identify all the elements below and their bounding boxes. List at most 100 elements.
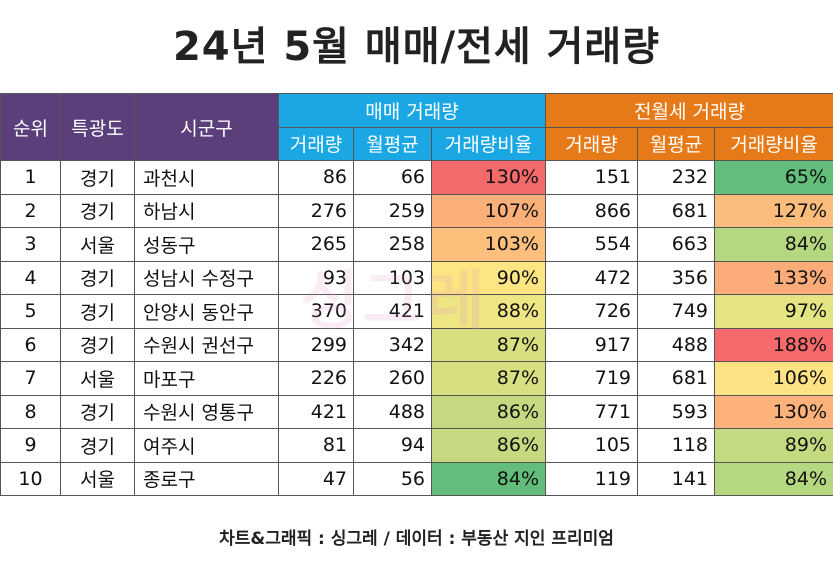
sale-volume-cell: 370	[278, 294, 354, 329]
rent-average-cell: 118	[637, 428, 715, 463]
rent-volume-cell: 771	[545, 394, 638, 429]
rent-average-cell: 749	[637, 294, 715, 329]
sale-volume-cell: 81	[278, 428, 354, 463]
rent-ratio-cell: 84%	[713, 461, 833, 496]
sale-volume-cell: 421	[278, 394, 354, 429]
sale-volume-cell: 93	[278, 260, 354, 295]
sale-volume-cell: 86	[278, 160, 354, 195]
rent-average-cell: 663	[637, 227, 715, 262]
district-cell: 여주시	[134, 428, 279, 463]
header-region: 특광도	[60, 93, 135, 161]
rent-ratio-cell: 84%	[713, 227, 833, 262]
rent-ratio-cell: 188%	[713, 327, 833, 362]
sale-average-cell: 421	[353, 294, 432, 329]
table-row: 8 경기 수원시 영통구 421 488 86% 771 593 130%	[0, 394, 833, 429]
rent-volume-cell: 105	[545, 428, 638, 463]
district-cell: 종로구	[134, 461, 279, 496]
sale-average-cell: 56	[353, 461, 432, 496]
region-cell: 경기	[60, 428, 135, 463]
page-title: 24년 5월 매매/전세 거래량	[172, 24, 661, 70]
rent-ratio-cell: 106%	[713, 361, 833, 396]
district-cell: 성남시 수정구	[134, 260, 279, 295]
header-sale-ratio: 거래량비율	[431, 126, 546, 161]
header-rent-volume: 거래량	[545, 126, 638, 161]
rent-average-cell: 356	[637, 260, 715, 295]
rent-volume-cell: 726	[545, 294, 638, 329]
rent-volume-cell: 119	[545, 461, 638, 496]
rent-volume-cell: 554	[545, 227, 638, 262]
rent-volume-cell: 151	[545, 160, 638, 195]
rank-cell: 6	[0, 327, 61, 362]
rent-volume-cell: 719	[545, 361, 638, 396]
sale-ratio-cell: 88%	[431, 294, 546, 329]
region-cell: 경기	[60, 260, 135, 295]
sale-volume-cell: 265	[278, 227, 354, 262]
rent-average-cell: 488	[637, 327, 715, 362]
rent-average-cell: 141	[637, 461, 715, 496]
region-cell: 서울	[60, 361, 135, 396]
rent-volume-cell: 917	[545, 327, 638, 362]
sale-ratio-cell: 87%	[431, 327, 546, 362]
rent-average-cell: 681	[637, 361, 715, 396]
region-cell: 서울	[60, 461, 135, 496]
rank-cell: 1	[0, 160, 61, 195]
table-row: 5 경기 안양시 동안구 370 421 88% 726 749 97%	[0, 294, 833, 329]
sale-ratio-cell: 87%	[431, 361, 546, 396]
header-rent-average: 월평균	[637, 126, 715, 161]
rent-ratio-cell: 133%	[713, 260, 833, 295]
table-row: 6 경기 수원시 권선구 299 342 87% 917 488 188%	[0, 327, 833, 362]
sale-average-cell: 103	[353, 260, 432, 295]
header-sale-average: 월평균	[353, 126, 432, 161]
table-row: 3 서울 성동구 265 258 103% 554 663 84%	[0, 227, 833, 262]
region-cell: 경기	[60, 160, 135, 195]
table-row: 4 경기 성남시 수정구 93 103 90% 472 356 133%	[0, 260, 833, 295]
table-row: 9 경기 여주시 81 94 86% 105 118 89%	[0, 428, 833, 463]
source-credit: 차트&그래픽 : 싱그레 / 데이터 : 부동산 지인 프리미엄	[219, 529, 614, 549]
header-rank: 순위	[0, 93, 61, 161]
sale-average-cell: 259	[353, 193, 432, 228]
header-district: 시군구	[134, 93, 279, 161]
sale-average-cell: 342	[353, 327, 432, 362]
sale-ratio-cell: 130%	[431, 160, 546, 195]
region-cell: 경기	[60, 294, 135, 329]
header-rent-ratio: 거래량비율	[713, 126, 833, 161]
rent-ratio-cell: 89%	[713, 428, 833, 463]
table-row: 7 서울 마포구 226 260 87% 719 681 106%	[0, 361, 833, 396]
rent-volume-cell: 866	[545, 193, 638, 228]
rent-average-cell: 232	[637, 160, 715, 195]
rank-cell: 5	[0, 294, 61, 329]
region-cell: 서울	[60, 227, 135, 262]
district-cell: 성동구	[134, 227, 279, 262]
sale-ratio-cell: 86%	[431, 394, 546, 429]
sale-average-cell: 488	[353, 394, 432, 429]
district-cell: 수원시 권선구	[134, 327, 279, 362]
district-cell: 하남시	[134, 193, 279, 228]
rent-ratio-cell: 97%	[713, 294, 833, 329]
rank-cell: 4	[0, 260, 61, 295]
sale-ratio-cell: 90%	[431, 260, 546, 295]
sale-ratio-cell: 107%	[431, 193, 546, 228]
rank-cell: 9	[0, 428, 61, 463]
rent-ratio-cell: 127%	[713, 193, 833, 228]
rent-average-cell: 681	[637, 193, 715, 228]
sale-average-cell: 66	[353, 160, 432, 195]
sale-volume-cell: 47	[278, 461, 354, 496]
header-sale-group: 매매 거래량	[278, 93, 546, 128]
header-sale-volume: 거래량	[278, 126, 354, 161]
table-row: 2 경기 하남시 276 259 107% 866 681 127%	[0, 193, 833, 228]
table-row: 1 경기 과천시 86 66 130% 151 232 65%	[0, 160, 833, 195]
rank-cell: 3	[0, 227, 61, 262]
transaction-table: 순위 특광도 시군구 매매 거래량 전월세 거래량 거래량 월평균 거래량비율 …	[0, 93, 833, 496]
rank-cell: 2	[0, 193, 61, 228]
rank-cell: 8	[0, 394, 61, 429]
rent-ratio-cell: 130%	[713, 394, 833, 429]
rent-average-cell: 593	[637, 394, 715, 429]
district-cell: 수원시 영통구	[134, 394, 279, 429]
rank-cell: 7	[0, 361, 61, 396]
district-cell: 마포구	[134, 361, 279, 396]
region-cell: 경기	[60, 327, 135, 362]
sale-ratio-cell: 86%	[431, 428, 546, 463]
table-body: 1 경기 과천시 86 66 130% 151 232 65% 2 경기 하남시 276 259 107% 8…	[0, 160, 833, 496]
sale-average-cell: 260	[353, 361, 432, 396]
sale-volume-cell: 276	[278, 193, 354, 228]
